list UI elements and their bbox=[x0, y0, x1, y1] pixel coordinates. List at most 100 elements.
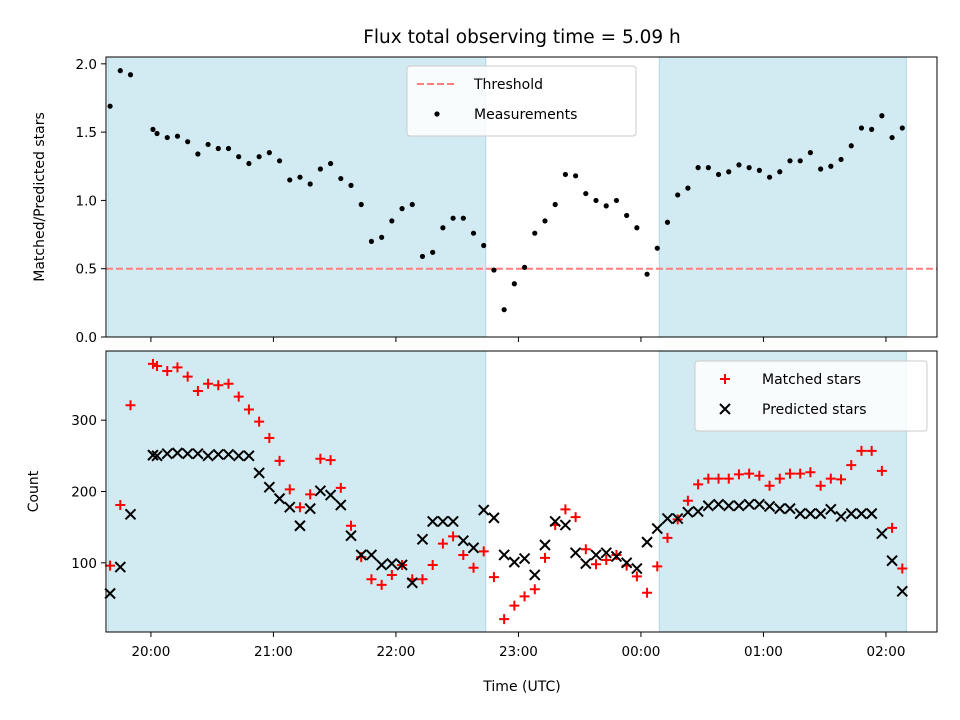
measurement-point bbox=[317, 166, 323, 172]
predicted-star-point bbox=[294, 520, 306, 532]
predicted-star-point bbox=[804, 507, 817, 520]
predicted-star-point bbox=[304, 502, 316, 515]
matched-star-point bbox=[713, 473, 724, 484]
predicted-star-point bbox=[671, 512, 684, 525]
measurement-point bbox=[276, 158, 283, 164]
measurement-point bbox=[460, 215, 466, 221]
measurement-point bbox=[368, 238, 375, 244]
measurement-point bbox=[644, 271, 650, 277]
matched-star-point bbox=[366, 574, 377, 585]
measurement-point bbox=[593, 197, 599, 204]
matched-star-point bbox=[437, 538, 448, 549]
axes-frame bbox=[105, 56, 938, 338]
predicted-star-point bbox=[222, 448, 235, 461]
predicted-star-point bbox=[763, 500, 776, 513]
predicted-star-point bbox=[814, 507, 827, 520]
measurement-point bbox=[327, 160, 334, 167]
matched-star-point bbox=[631, 571, 642, 582]
predicted-star-point bbox=[447, 515, 459, 528]
matched-star-point bbox=[539, 552, 550, 563]
predicted-star-point bbox=[202, 450, 214, 462]
predicted-star-point bbox=[620, 557, 633, 569]
predicted-star-point bbox=[784, 502, 796, 515]
matched-star-point bbox=[580, 544, 591, 555]
measurement-point bbox=[430, 249, 436, 255]
predicted-star-point bbox=[365, 549, 378, 561]
measurement-point bbox=[338, 175, 344, 182]
count-panel: 100 200 300 20:00 21:00 22:00 23:00 00:00 01:00 0… bbox=[26, 350, 938, 660]
matched-star-point bbox=[764, 480, 775, 491]
predicted-star-point bbox=[314, 485, 327, 497]
matched-star-point bbox=[192, 385, 203, 396]
x-axis-label: Time (UTC) bbox=[482, 679, 560, 695]
predicted-star-point bbox=[682, 506, 694, 518]
y-tick-label: 1.0 bbox=[76, 193, 97, 209]
measurement-point bbox=[511, 281, 517, 287]
matched-star-point bbox=[856, 445, 867, 456]
measurement-point bbox=[634, 225, 640, 231]
measurement-point bbox=[205, 141, 211, 148]
predicted-star-point bbox=[865, 507, 878, 520]
matched-star-point bbox=[386, 569, 397, 580]
predicted-star-point bbox=[124, 508, 137, 521]
predicted-star-point bbox=[253, 467, 265, 479]
y-tick-label: 200 bbox=[71, 485, 97, 501]
measurement-point bbox=[777, 169, 783, 175]
predicted-star-point bbox=[600, 547, 612, 559]
matched-star-point bbox=[733, 469, 744, 480]
measurement-point bbox=[185, 139, 191, 145]
predicted-star-point bbox=[467, 542, 480, 554]
x-tick-label: 02:00 bbox=[867, 644, 906, 660]
matched-star-point bbox=[325, 455, 336, 466]
matched-star-point bbox=[795, 468, 806, 479]
measurement-point bbox=[664, 219, 671, 225]
predicted-star-point bbox=[171, 447, 184, 459]
predicted-star-point bbox=[273, 492, 286, 505]
matched-star-point bbox=[601, 554, 612, 565]
matched-star-point bbox=[335, 482, 346, 493]
legend-matched-swatch bbox=[720, 374, 730, 384]
legend-predicted-swatch bbox=[719, 403, 731, 415]
measurement-point bbox=[583, 190, 589, 197]
measurement-point bbox=[236, 154, 242, 160]
matched-star-point bbox=[784, 468, 795, 479]
measurement-point bbox=[348, 182, 354, 188]
predicted-star-point bbox=[161, 447, 173, 460]
measurement-point bbox=[787, 158, 793, 164]
measurement-point bbox=[154, 130, 160, 137]
predicted-star-point bbox=[641, 536, 653, 548]
matched-star-point bbox=[805, 467, 816, 478]
measurement-point bbox=[542, 218, 548, 224]
x-tick-label: 23:00 bbox=[499, 644, 538, 660]
legend-box bbox=[406, 65, 637, 137]
matched-star-point bbox=[105, 560, 116, 571]
matched-star-point bbox=[243, 404, 254, 415]
matched-star-point bbox=[427, 559, 438, 570]
measurement-point bbox=[389, 218, 395, 224]
predicted-star-point bbox=[335, 499, 347, 511]
matched-star-point bbox=[203, 378, 214, 389]
predicted-star-point bbox=[661, 512, 674, 525]
predicted-star-point bbox=[263, 481, 276, 493]
predicted-star-point bbox=[508, 556, 521, 568]
measurement-point bbox=[675, 192, 681, 198]
measurement-point bbox=[848, 143, 854, 149]
measurement-point bbox=[107, 103, 113, 109]
legend-label: Matched stars bbox=[762, 372, 861, 388]
observing-window-span bbox=[658, 56, 907, 338]
matched-star-point bbox=[570, 512, 581, 523]
measurement-point bbox=[174, 133, 181, 139]
predicted-star-point bbox=[457, 535, 470, 547]
measurement-point bbox=[562, 171, 568, 178]
measurement-point bbox=[858, 125, 865, 131]
matched-star-point bbox=[693, 479, 704, 490]
x-tick-label: 20:00 bbox=[131, 644, 170, 660]
predicted-star-point bbox=[651, 522, 663, 535]
measurement-point bbox=[256, 154, 262, 160]
predicted-star-point bbox=[569, 547, 582, 559]
predicted-star-point bbox=[478, 504, 490, 516]
predicted-star-point bbox=[355, 549, 367, 561]
predicted-star-point bbox=[114, 561, 126, 573]
measurement-point bbox=[624, 212, 630, 219]
predicted-star-point bbox=[212, 448, 225, 461]
